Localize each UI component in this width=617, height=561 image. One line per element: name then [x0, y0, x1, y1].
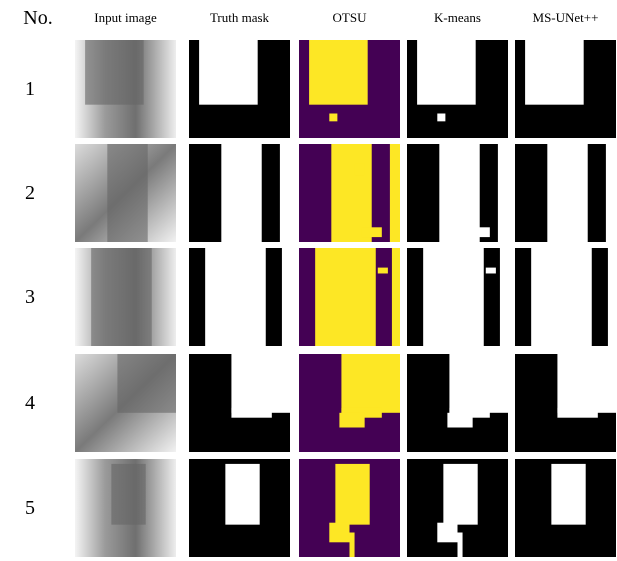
foreground: [557, 354, 616, 413]
foreground: [205, 248, 266, 346]
kmeans-mask: [407, 144, 508, 242]
noise: [350, 533, 355, 558]
foreground: [500, 248, 508, 346]
foreground: [231, 408, 271, 418]
foreground: [341, 354, 400, 413]
otsu-mask: [299, 40, 400, 138]
input-image: [75, 354, 176, 452]
input-image: [75, 40, 176, 138]
kmeans-mask: [407, 354, 508, 452]
noise: [463, 164, 473, 176]
noise: [437, 114, 445, 122]
noise: [447, 413, 472, 428]
noise: [458, 533, 463, 558]
foreground: [531, 248, 592, 346]
foreground: [392, 248, 400, 346]
kmeans-mask: [407, 248, 508, 346]
truth-mask: [189, 144, 290, 242]
row-number: 4: [25, 392, 35, 414]
sample: [111, 464, 145, 525]
foreground: [390, 144, 400, 242]
sample: [85, 40, 144, 105]
msunet-mask: [515, 354, 616, 452]
noise: [486, 268, 496, 274]
truth-mask: [189, 354, 290, 452]
foreground: [557, 408, 597, 418]
truth-mask: [189, 248, 290, 346]
kmeans-mask: [407, 459, 508, 557]
sample: [91, 248, 152, 346]
foreground: [608, 248, 616, 346]
noise: [470, 227, 490, 237]
foreground: [423, 248, 484, 346]
noise: [362, 227, 382, 237]
noise: [339, 413, 364, 428]
kmeans-mask: [407, 40, 508, 138]
column-header: Input image: [94, 10, 157, 25]
msunet-mask: [515, 248, 616, 346]
column-header: MS-UNet++: [533, 10, 599, 25]
column-header: OTSU: [333, 10, 368, 25]
foreground: [280, 144, 290, 242]
column-header: Truth mask: [210, 10, 270, 25]
column-header: K-means: [434, 10, 481, 25]
foreground: [443, 464, 477, 525]
foreground: [606, 144, 616, 242]
sample: [107, 144, 147, 242]
foreground: [498, 144, 508, 242]
msunet-mask: [515, 459, 616, 557]
input-image: [75, 248, 176, 346]
figure: No. Input image Truth mask OTSU K-means MS-U…: [0, 0, 617, 561]
noise: [329, 523, 349, 543]
otsu-mask: [299, 144, 400, 242]
otsu-mask: [299, 354, 400, 452]
noise: [378, 268, 388, 274]
foreground: [335, 464, 369, 525]
truth-mask: [189, 40, 290, 138]
otsu-mask: [299, 459, 400, 557]
foreground: [449, 354, 508, 413]
number-header: No.: [23, 7, 52, 29]
foreground: [231, 354, 290, 413]
sample: [117, 354, 176, 413]
truth-mask: [189, 459, 290, 557]
foreground: [417, 40, 476, 105]
foreground: [225, 464, 259, 525]
noise: [329, 114, 337, 122]
foreground: [315, 248, 376, 346]
foreground: [199, 40, 258, 105]
row-number: 1: [25, 78, 35, 100]
foreground: [309, 40, 368, 105]
input-image: [75, 459, 176, 557]
foreground: [547, 144, 587, 242]
row-number: 2: [25, 182, 35, 204]
noise: [355, 164, 365, 176]
otsu-mask: [299, 248, 400, 346]
noise: [437, 523, 457, 543]
msunet-mask: [515, 144, 616, 242]
foreground: [221, 144, 261, 242]
row-number: 3: [25, 286, 35, 308]
foreground: [525, 40, 584, 105]
input-image: [75, 144, 176, 242]
row-number: 5: [25, 497, 35, 519]
foreground: [551, 464, 585, 525]
foreground: [282, 248, 290, 346]
msunet-mask: [515, 40, 616, 138]
